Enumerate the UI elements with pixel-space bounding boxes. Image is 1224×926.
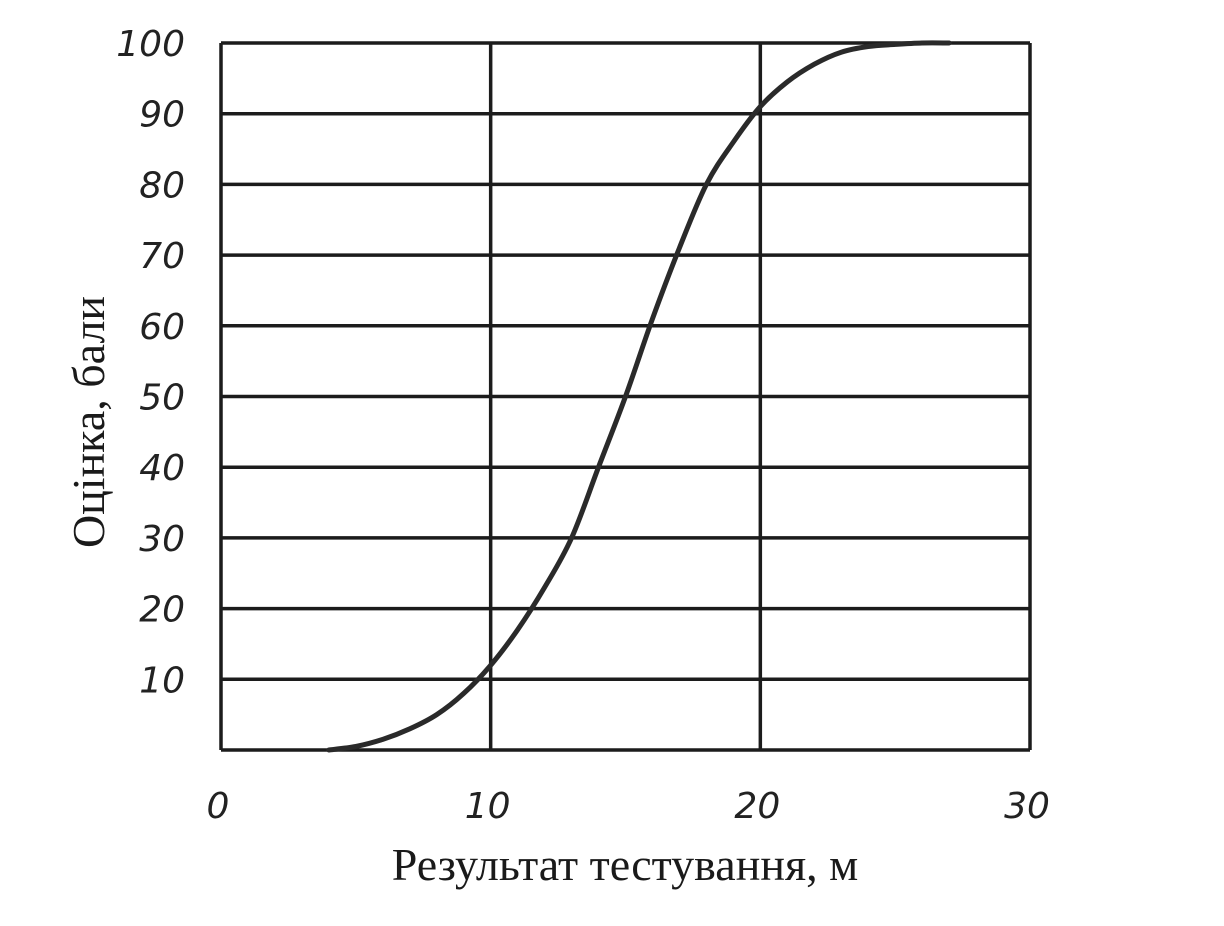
y-tick-label-90: 90 [139, 95, 185, 136]
x-tick-label-20: 20 [734, 786, 780, 827]
y-tick-label-60: 60 [139, 307, 185, 348]
y-tick-label-20: 20 [139, 590, 185, 631]
y-tick-label-10: 10 [139, 660, 185, 701]
y-tick-label-40: 40 [139, 448, 185, 489]
x-tick-label-10: 10 [465, 786, 511, 827]
y-tick-label-100: 100 [116, 24, 185, 65]
y-tick-label-50: 50 [139, 378, 185, 419]
x-axis-title: Результат тестування, м [392, 839, 858, 890]
x-tick-label-0: 0 [207, 786, 230, 827]
x-tick-label-30: 30 [1004, 786, 1050, 827]
y-tick-label-70: 70 [139, 236, 185, 277]
series-layer [326, 40, 952, 753]
y-tick-label-30: 30 [139, 519, 185, 560]
y-axis-title: Оцінка, бали [63, 296, 114, 548]
y-tick-label-80: 80 [139, 165, 185, 206]
series-line [326, 40, 952, 753]
tick-labels: 10 20 30 40 50 60 70 80 90 100 0 10 20 30 [116, 24, 1050, 827]
